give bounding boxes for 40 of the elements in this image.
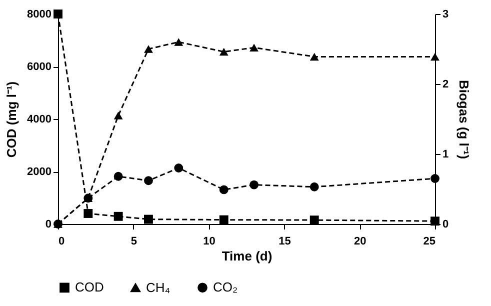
point bbox=[219, 185, 228, 194]
y2-tick-label: 2 bbox=[442, 78, 449, 90]
point bbox=[174, 164, 184, 172]
y2-axis-title: Biogas (g l⁻¹) bbox=[456, 80, 472, 160]
legend-label: COD bbox=[75, 280, 104, 295]
x-tick-label: 5 bbox=[130, 236, 137, 248]
x-tick-label: 10 bbox=[203, 236, 216, 248]
point bbox=[310, 216, 319, 225]
point bbox=[250, 44, 259, 52]
x-axis-title: Time (d) bbox=[222, 248, 272, 264]
y-tick-label: 6000 bbox=[27, 61, 52, 73]
x-tick-label: 0 bbox=[58, 236, 65, 248]
point bbox=[144, 45, 153, 53]
point bbox=[114, 212, 123, 221]
point bbox=[84, 209, 93, 218]
point bbox=[250, 180, 259, 190]
x-tick-label: 20 bbox=[354, 236, 366, 248]
y2-tick-label: 0 bbox=[442, 218, 449, 230]
point bbox=[310, 182, 319, 192]
point bbox=[174, 38, 184, 46]
x-tick-label: 15 bbox=[278, 236, 291, 248]
point bbox=[219, 215, 228, 224]
point bbox=[114, 172, 123, 181]
y-tick-label: 2000 bbox=[27, 166, 52, 178]
legend-label: CH₄ bbox=[146, 280, 170, 295]
point bbox=[114, 112, 123, 120]
y2-tick-label: 1 bbox=[442, 148, 449, 160]
point bbox=[310, 52, 319, 61]
point bbox=[430, 52, 440, 61]
point bbox=[144, 176, 153, 186]
point bbox=[144, 214, 153, 224]
y-axis-title: COD (mg l⁻¹) bbox=[4, 81, 20, 158]
y-tick-label: 4000 bbox=[27, 114, 52, 126]
y-tick-label: 8000 bbox=[27, 8, 52, 20]
y-tick-label: 0 bbox=[45, 218, 52, 230]
point bbox=[219, 48, 228, 56]
point bbox=[430, 174, 440, 183]
y2-tick-label: 3 bbox=[442, 8, 449, 20]
x-tick-label: 25 bbox=[423, 236, 436, 248]
legend-label: CO₂ bbox=[213, 280, 238, 295]
